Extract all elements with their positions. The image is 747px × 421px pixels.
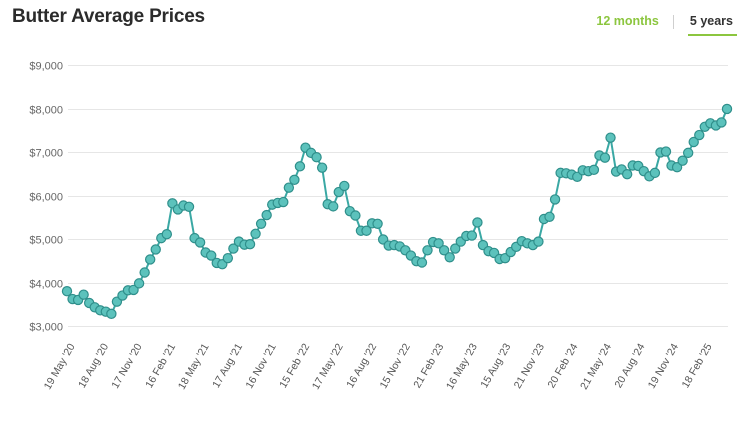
data-point (161, 229, 173, 240)
data-point (450, 243, 461, 254)
data-point (466, 230, 478, 241)
data-point (228, 243, 239, 254)
y-tick-label: $3,000 (29, 322, 63, 334)
data-point (716, 117, 727, 128)
data-point (183, 201, 195, 213)
x-tick-label: 21 Feb '23 (411, 341, 446, 390)
x-tick-label: 16 Feb '21 (143, 341, 178, 390)
x-tick-label: 15 Nov '22 (378, 341, 413, 390)
data-point (416, 257, 428, 268)
x-tick-label: 18 Feb '25 (680, 341, 715, 390)
data-point (311, 152, 322, 163)
data-point (544, 211, 555, 223)
data-point (444, 252, 455, 263)
y-tick-label: $5,000 (29, 235, 63, 247)
data-point (144, 254, 156, 265)
chart-grid (68, 65, 728, 327)
data-point (150, 244, 161, 255)
data-point (533, 236, 544, 247)
data-point (250, 228, 261, 239)
page-title: Butter Average Prices (12, 6, 205, 27)
data-point (660, 146, 672, 157)
x-tick-label: 16 May '23 (444, 341, 480, 391)
data-point (316, 162, 328, 173)
data-point (721, 103, 733, 115)
x-tick-label: 20 Feb '24 (545, 341, 580, 390)
x-tick-label: 15 Aug '23 (478, 341, 513, 390)
data-point (361, 225, 372, 236)
data-point (433, 238, 444, 249)
data-point (61, 286, 73, 297)
data-point (261, 209, 272, 221)
x-tick-label: 17 Nov '20 (109, 341, 144, 390)
data-point (205, 250, 217, 261)
y-tick-label: $9,000 (29, 61, 63, 73)
x-tick-label: 21 Nov '23 (512, 341, 547, 390)
data-point (599, 152, 611, 163)
y-axis: $3,000 $4,000 $5,000 $6,000 $7,000 $8,000 $9,0… (29, 61, 63, 334)
range-divider (672, 15, 674, 29)
data-point (649, 167, 661, 179)
data-point (682, 147, 694, 159)
data-point (572, 171, 583, 182)
data-point (588, 164, 600, 176)
data-point (194, 237, 206, 248)
x-tick-label: 21 May '24 (578, 341, 614, 391)
y-tick-label: $6,000 (29, 192, 63, 204)
x-tick-label: 18 Aug '20 (76, 341, 111, 390)
data-point (688, 136, 699, 148)
data-point (255, 218, 267, 229)
data-point (222, 252, 234, 264)
data-point (289, 174, 300, 186)
data-point (294, 161, 306, 172)
data-point (472, 217, 483, 228)
y-tick-label: $4,000 (29, 279, 63, 291)
data-point (328, 201, 339, 212)
data-point (78, 289, 89, 300)
data-point (605, 132, 616, 143)
data-point (621, 168, 633, 180)
data-point (549, 194, 561, 205)
x-tick-label: 19 May '20 (42, 341, 78, 391)
data-point (128, 284, 139, 296)
data-point (422, 245, 433, 256)
x-tick-label: 16 Aug '22 (344, 341, 379, 390)
x-tick-label: 20 Aug '24 (612, 341, 647, 390)
x-tick-label: 15 Feb '22 (277, 341, 312, 390)
data-point (372, 218, 383, 229)
data-point (283, 182, 295, 193)
data-point (350, 210, 361, 221)
data-point (438, 245, 450, 256)
data-point (133, 278, 145, 289)
range-5-years-button[interactable]: 5 years (687, 14, 737, 36)
range-12-months-button[interactable]: 12 months (596, 14, 659, 28)
x-tick-label: 18 May '21 (176, 341, 212, 391)
data-point (278, 196, 289, 208)
data-point (139, 267, 150, 278)
data-point (677, 155, 688, 166)
x-tick-label: 17 Aug '21 (210, 341, 245, 390)
y-tick-label: $8,000 (29, 105, 63, 117)
data-point (694, 129, 705, 141)
y-tick-label: $7,000 (29, 148, 63, 160)
x-tick-label: 17 May '22 (310, 341, 346, 391)
range-switch: 12 months 5 years (596, 14, 737, 36)
series-points (61, 103, 733, 320)
data-point (339, 180, 350, 192)
data-point (671, 162, 683, 173)
x-tick-label: 16 Nov '21 (243, 341, 278, 390)
data-point (244, 239, 256, 250)
x-tick-label: 19 Nov '24 (646, 341, 681, 390)
data-point (106, 308, 117, 320)
